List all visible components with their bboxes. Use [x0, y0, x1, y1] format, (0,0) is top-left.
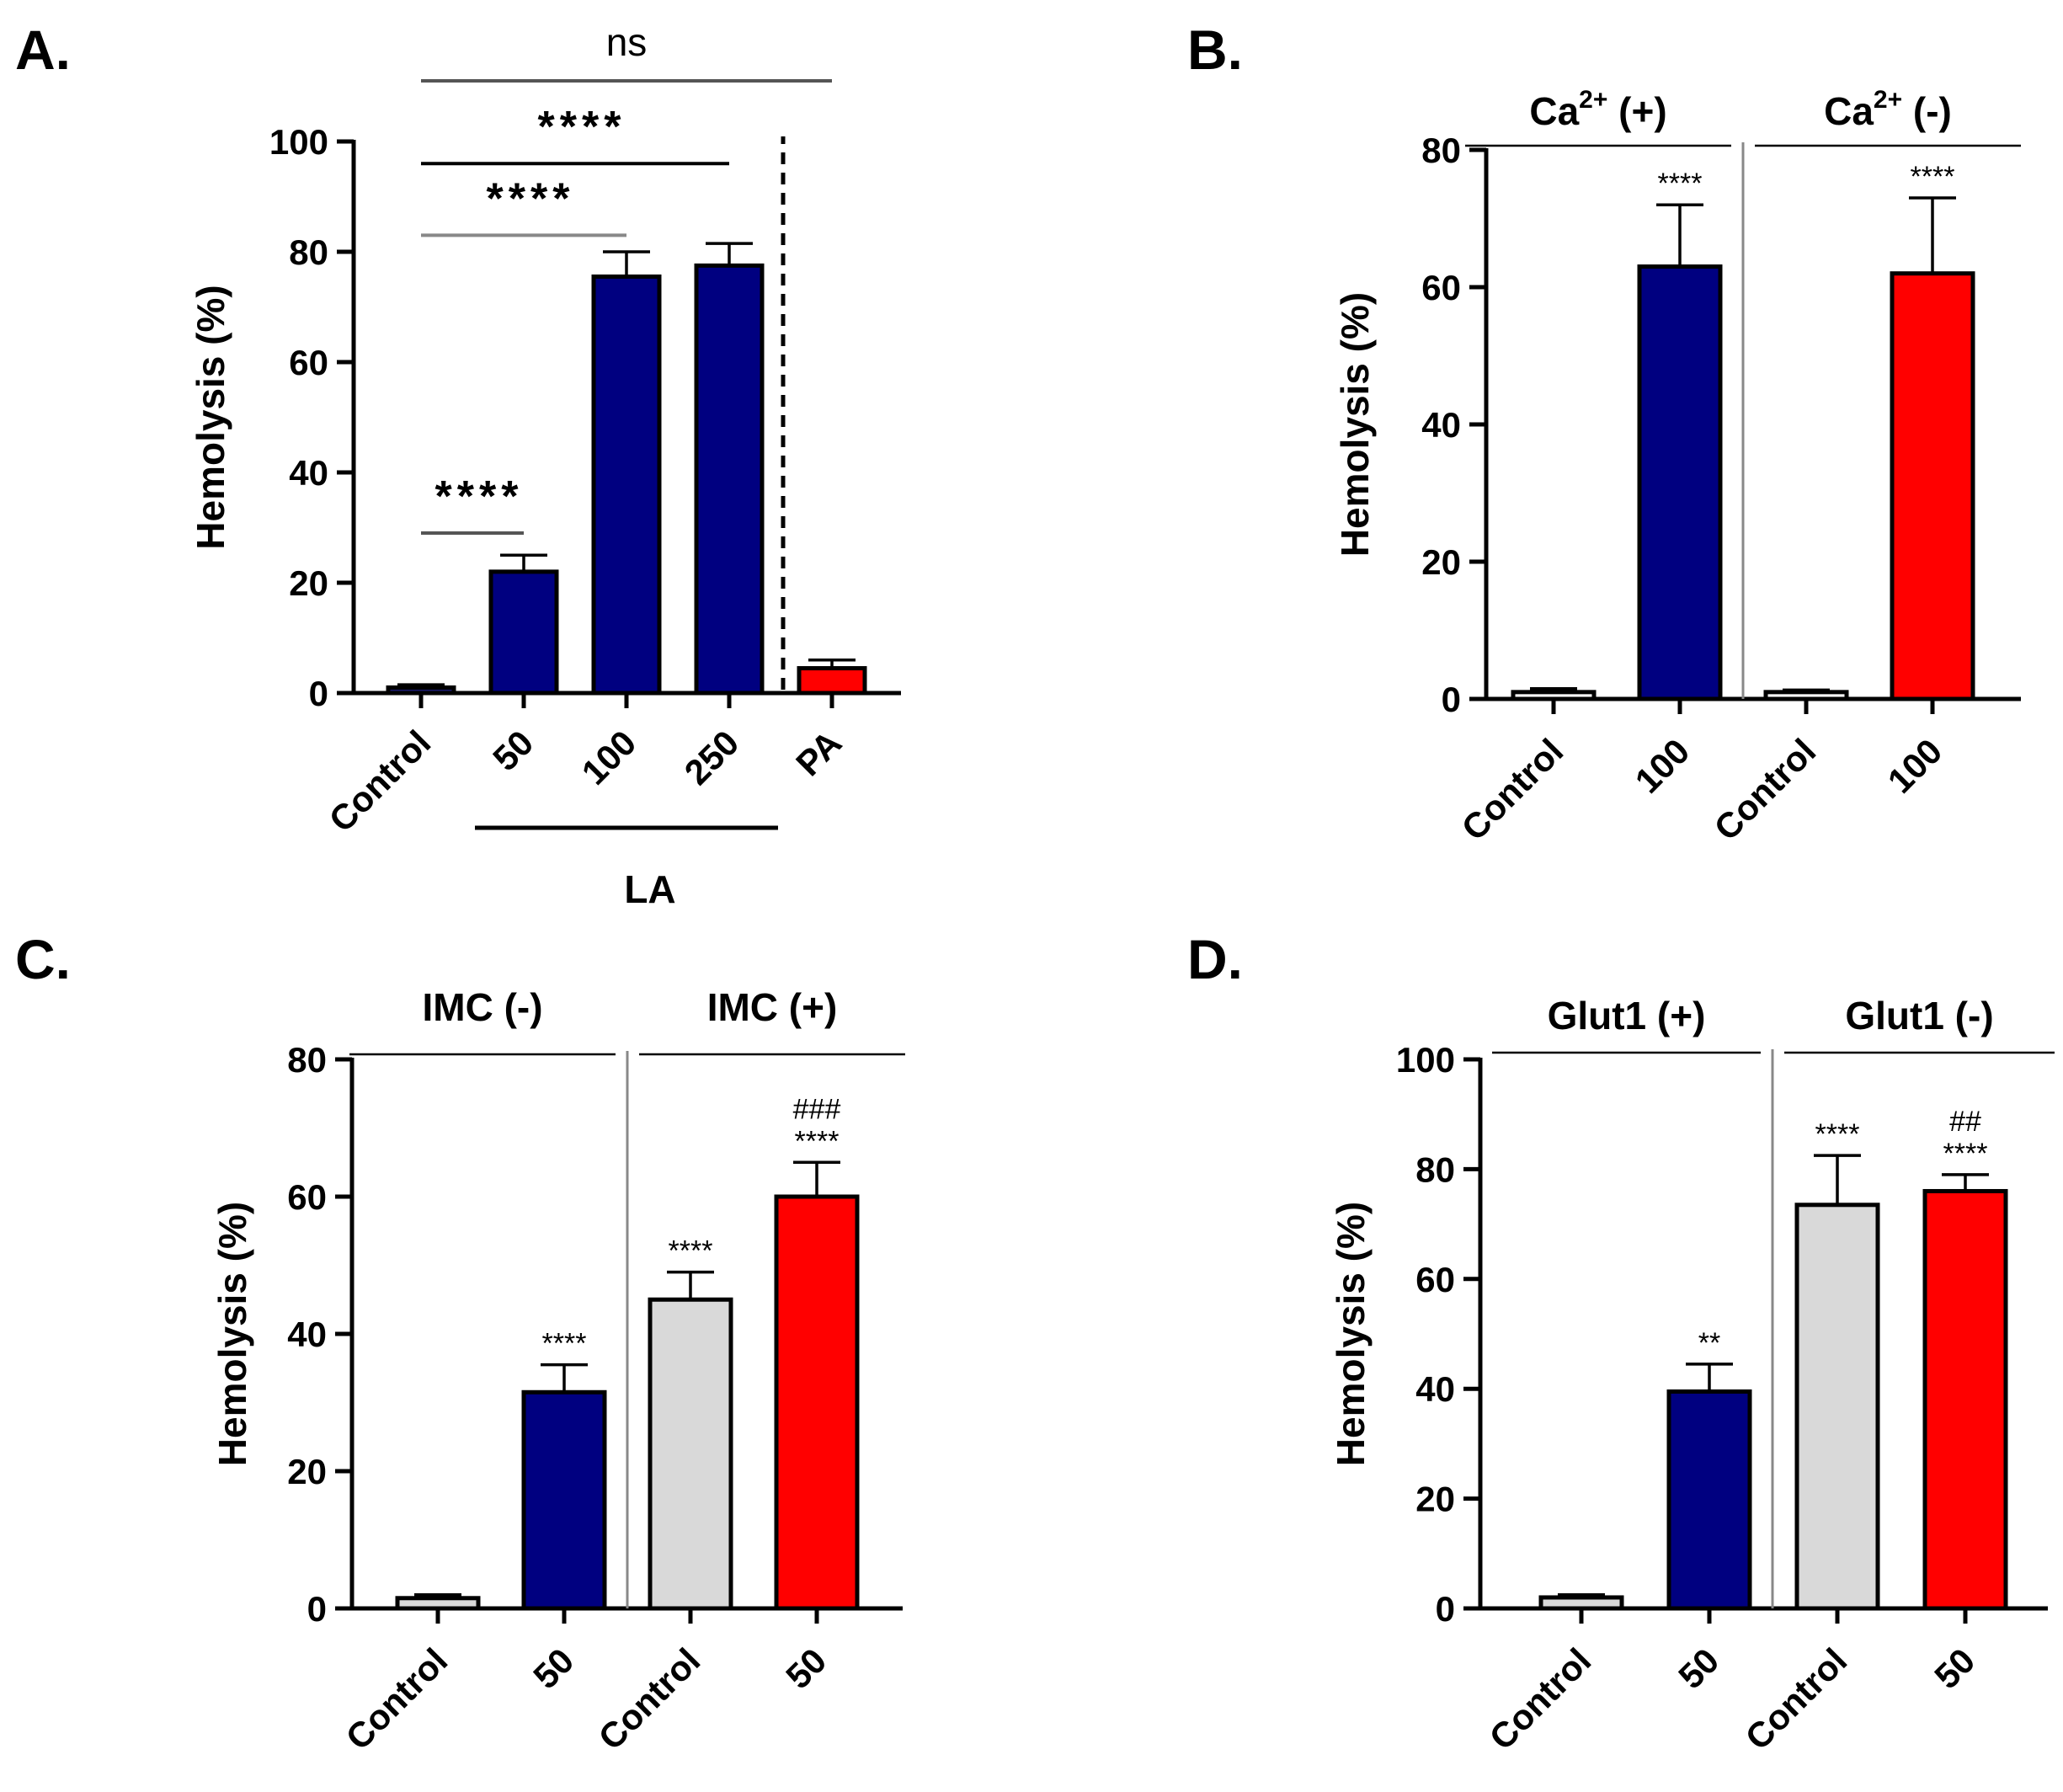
chart-panel-a: A. 0 20 40 60 80 100 Hemolysis (%) Control 50 100 2… [15, 19, 901, 911]
y-tick-label: 100 [269, 122, 328, 162]
y-axis-label: Hemolysis (%) [189, 285, 232, 549]
bar [1538, 1595, 1624, 1611]
significance-label: **** [542, 1328, 587, 1360]
y-tick-label: 0 [1442, 680, 1461, 719]
bar [1511, 690, 1597, 701]
bar [1890, 271, 1975, 701]
group-label: Ca2+ (-) [1824, 86, 1952, 133]
group-label: Ca2+ (+) [1529, 86, 1666, 133]
y-tick-label: 60 [287, 1177, 327, 1217]
y-tick-label: 40 [287, 1315, 327, 1354]
y-tick-label: 80 [1415, 1149, 1455, 1189]
y-axis-label: Hemolysis (%) [211, 1202, 254, 1466]
category-label: Control [322, 723, 439, 840]
category-label: 100 [1628, 731, 1698, 801]
y-tick-label: 40 [1415, 1369, 1455, 1409]
bar [591, 274, 662, 696]
group-label: IMC (-) [422, 985, 542, 1029]
category-label: Control [591, 1640, 708, 1757]
category-label: 50 [485, 723, 541, 778]
bar [521, 1389, 607, 1611]
panel-label: A. [15, 19, 71, 81]
bar [488, 569, 559, 696]
group-label: Glut1 (+) [1548, 994, 1706, 1037]
y-tick-label: 0 [307, 1589, 327, 1629]
group-label-tail: (+) [1607, 89, 1666, 133]
category-label: 50 [525, 1640, 581, 1696]
group-underline-label: LA [624, 867, 675, 911]
group-label-base: Ca [1824, 89, 1874, 133]
group-label: Glut1 (-) [1845, 994, 1993, 1037]
y-axis-label: Hemolysis (%) [1333, 292, 1377, 557]
y-tick-label: 0 [1436, 1589, 1455, 1629]
bar [694, 263, 765, 696]
category-label: Control [339, 1640, 456, 1757]
y-tick-label: 80 [1421, 131, 1461, 170]
group-label-superscript: 2+ [1579, 86, 1607, 114]
bar [1922, 1188, 2008, 1611]
category-label: Control [1738, 1640, 1855, 1757]
y-tick-label: 20 [1421, 542, 1461, 582]
y-tick-label: 20 [289, 563, 328, 603]
y-tick-label: 100 [1396, 1040, 1455, 1080]
bar [395, 1596, 481, 1611]
y-tick-label: 60 [289, 343, 328, 382]
bar [1637, 264, 1723, 701]
significance-label: **** [1911, 161, 1955, 193]
comparison-label: **** [487, 174, 575, 223]
comparison-label: ns [606, 20, 648, 64]
bar [1666, 1389, 1752, 1611]
category-label: 100 [1880, 731, 1950, 801]
y-tick-label: 80 [289, 232, 328, 272]
significance-label: **** [669, 1235, 713, 1267]
y-axis-label: Hemolysis (%) [1329, 1202, 1373, 1466]
bar [386, 685, 456, 696]
bar [797, 666, 867, 696]
category-label: 50 [1927, 1640, 1982, 1696]
category-label: 100 [574, 723, 644, 792]
category-label: Control [1454, 731, 1571, 848]
category-label: 250 [677, 723, 747, 792]
significance-label: **** [1815, 1118, 1860, 1150]
category-label: 50 [1671, 1640, 1726, 1696]
category-label: 50 [778, 1640, 834, 1696]
significance-label: **** [1658, 168, 1703, 200]
comparison-label: **** [538, 103, 626, 152]
group-label-tail: (-) [1902, 89, 1952, 133]
group-label-superscript: 2+ [1874, 86, 1902, 114]
significance-label: **** [1943, 1138, 1988, 1170]
bar [1763, 690, 1849, 701]
y-tick-label: 0 [309, 674, 328, 713]
bar [774, 1194, 860, 1611]
significance-label: **** [795, 1125, 840, 1157]
category-label: Control [1482, 1640, 1599, 1757]
y-tick-label: 80 [287, 1040, 327, 1080]
significance-label-top: ### [793, 1093, 841, 1125]
panel-label: C. [15, 928, 71, 990]
comparison-label: **** [435, 472, 524, 521]
y-tick-label: 40 [289, 453, 328, 493]
y-tick-label: 60 [1421, 268, 1461, 307]
y-tick-label: 40 [1421, 405, 1461, 445]
panel-label: D. [1187, 928, 1243, 990]
bar [1794, 1203, 1880, 1611]
y-tick-label: 20 [287, 1452, 327, 1491]
category-label: PA [788, 723, 849, 783]
group-label-base: Ca [1529, 89, 1579, 133]
category-label: Control [1707, 731, 1824, 848]
y-tick-label: 60 [1415, 1260, 1455, 1299]
panel-label: B. [1187, 19, 1243, 81]
significance-label: ** [1698, 1327, 1720, 1359]
bar [648, 1297, 733, 1611]
group-label: IMC (+) [707, 985, 838, 1029]
y-tick-label: 20 [1415, 1480, 1455, 1519]
significance-label-top: ## [1949, 1106, 1981, 1138]
